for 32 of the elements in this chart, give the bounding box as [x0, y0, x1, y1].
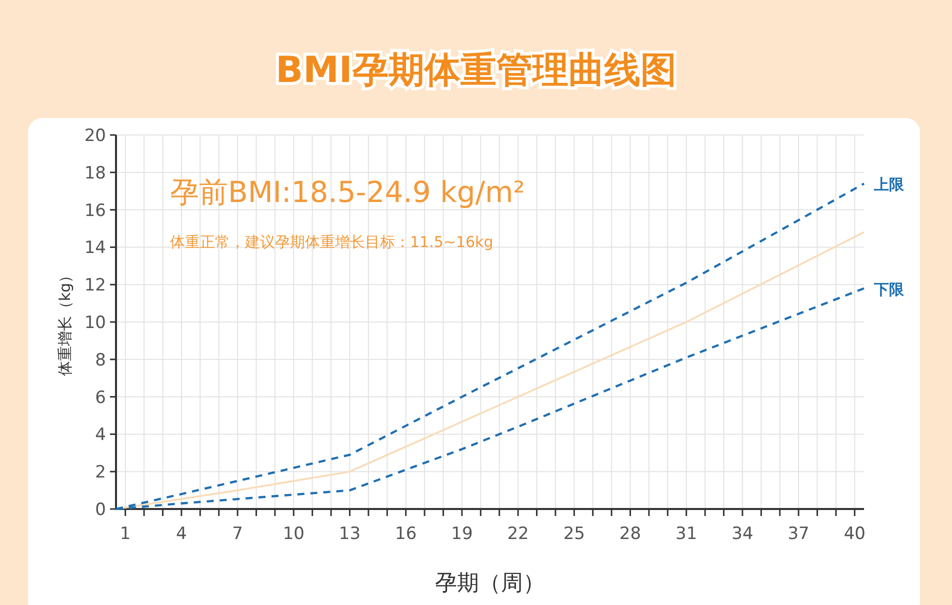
- x-tick-label: 4: [176, 524, 187, 544]
- annotation: 体重正常，建议孕期体重增长目标：11.5~16kg: [170, 233, 494, 251]
- x-tick-label: 1: [120, 524, 131, 544]
- y-tick-label: 4: [95, 425, 106, 446]
- x-tick-label: 37: [788, 524, 810, 544]
- y-tick-label: 14: [84, 238, 106, 258]
- y-tick-label: 18: [84, 163, 106, 184]
- y-tick-label: 20: [84, 126, 106, 146]
- y-tick-label: 0: [95, 500, 106, 520]
- x-tick-label: 28: [619, 524, 642, 544]
- chart-title: BMI孕期体重管理曲线图: [276, 50, 676, 91]
- x-tick-label: 7: [232, 524, 243, 544]
- series-label: 下限: [873, 280, 905, 298]
- x-tick-label: 40: [844, 524, 866, 544]
- x-tick-label: 13: [338, 524, 361, 544]
- y-tick-label: 10: [84, 313, 106, 333]
- y-tick-label: 6: [95, 388, 106, 408]
- series-label: 上限: [873, 176, 905, 194]
- y-tick-label: 16: [84, 200, 106, 221]
- x-tick-label: 34: [732, 524, 754, 544]
- y-axis-title: 体重增长（kg）: [56, 268, 74, 376]
- y-tick-label: 2: [95, 462, 106, 483]
- y-tick-label: 8: [95, 350, 106, 370]
- y-tick-label: 12: [84, 276, 106, 296]
- x-tick-label: 25: [563, 524, 585, 544]
- x-axis-title: 孕期（周）: [435, 571, 545, 596]
- x-tick-label: 19: [451, 524, 473, 544]
- x-tick-label: 22: [507, 524, 529, 544]
- x-tick-label: 16: [395, 524, 417, 544]
- annotation: 孕前BMI:18.5-24.9 kg/m²: [170, 175, 525, 209]
- x-tick-label: 10: [282, 524, 304, 544]
- x-tick-label: 31: [676, 524, 698, 544]
